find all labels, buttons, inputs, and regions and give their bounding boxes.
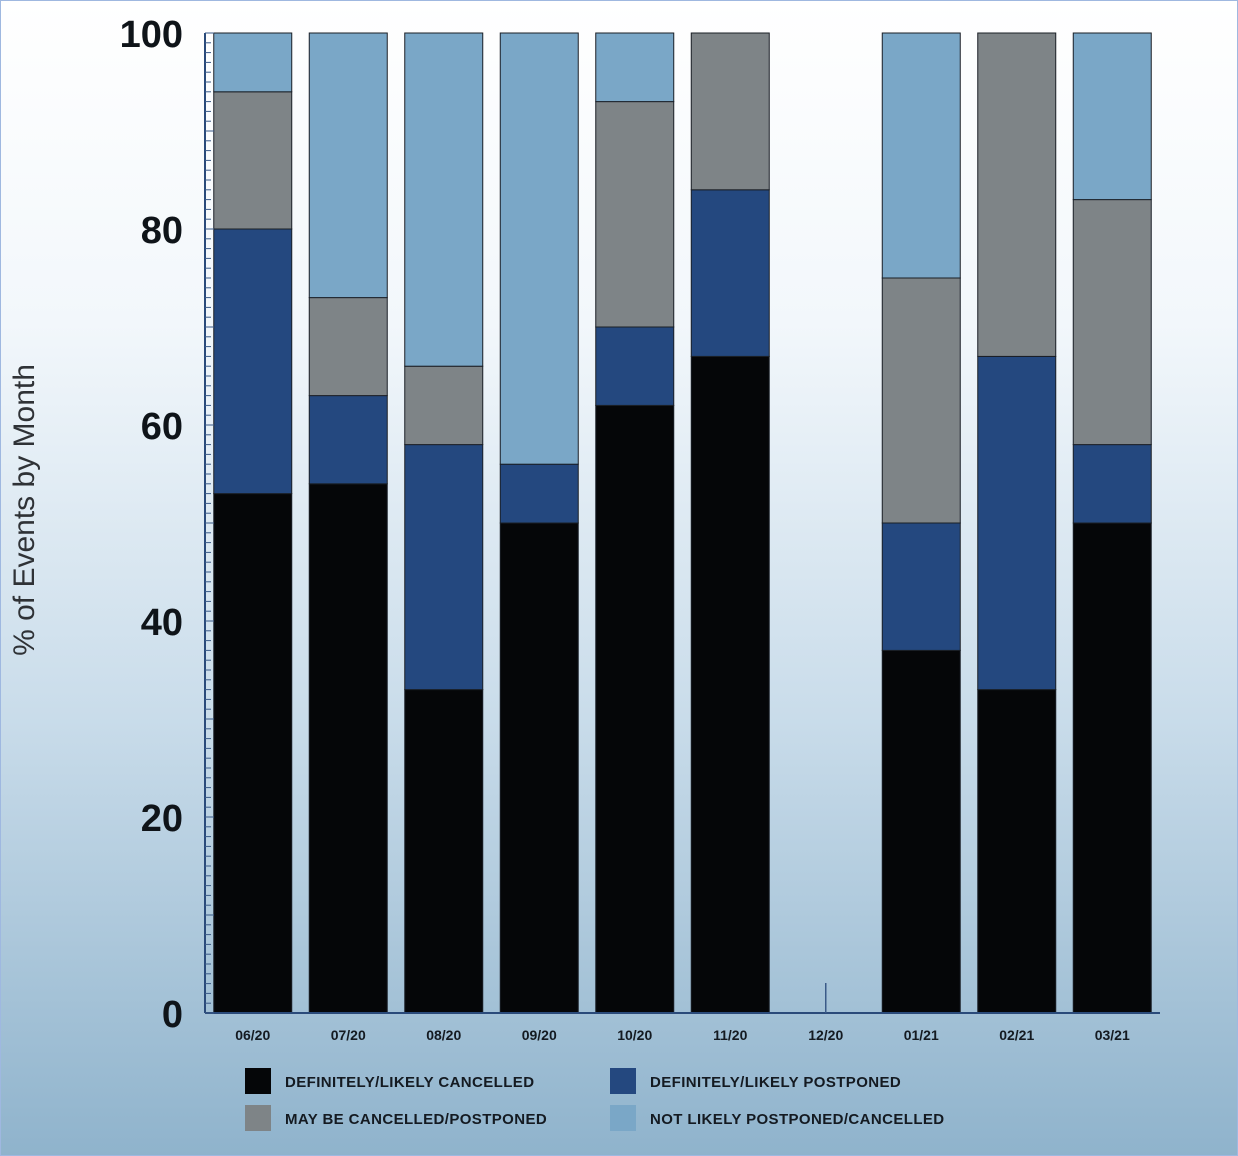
bar-stack-02-21 [977,32,1057,1014]
y-tick-label: 100 [120,14,183,56]
bar-segment-3 [881,277,961,524]
x-tick-label: 12/20 [808,1027,843,1043]
bar-segment-4 [213,32,293,93]
bar-segment-2 [881,522,961,651]
bar-segment-1 [308,483,388,1014]
x-tick-label: 01/21 [904,1027,939,1043]
x-tick-label: 02/21 [999,1027,1034,1043]
legend-item-3: MAY BE CANCELLED/POSTPONED [245,1105,547,1131]
bar-segment-1 [499,522,579,1014]
bar-segment-1 [690,355,770,1014]
legend-item-2: DEFINITELY/LIKELY POSTPONED [610,1068,901,1094]
bar-segment-1 [404,689,484,1014]
bar-segment-2 [404,444,484,691]
y-tick-label: 80 [141,210,183,252]
bar-segment-1 [881,649,961,1014]
y-tick-label: 0 [162,994,183,1036]
legend-label: MAY BE CANCELLED/POSTPONED [285,1111,547,1128]
bar-segment-3 [977,32,1057,357]
bar-segment-1 [977,689,1057,1014]
bar-stack-10-20 [595,32,675,1014]
x-tick-label: 11/20 [713,1027,747,1043]
bar-segment-4 [595,32,675,103]
legend-swatch [610,1105,636,1131]
bar-segment-3 [308,297,388,397]
bar-stack-03-21 [1072,32,1152,1014]
bar-stack-09-20 [499,32,579,1014]
bar-stack-07-20 [308,32,388,1014]
bar-segment-2 [1072,444,1152,524]
bar-segment-3 [690,32,770,191]
bar-segment-2 [499,463,579,524]
bar-stack-11-20 [690,32,770,1014]
legend-item-1: DEFINITELY/LIKELY CANCELLED [245,1068,534,1094]
bar-segment-1 [213,493,293,1014]
bar-stack-01-21 [881,32,961,1014]
x-tick-label: 06/20 [235,1027,270,1043]
legend-label: NOT LIKELY POSTPONED/CANCELLED [650,1111,945,1128]
bar-segment-1 [595,404,675,1014]
legend-label: DEFINITELY/LIKELY POSTPONED [650,1074,901,1091]
y-axis-title: % of Events by Month [8,364,41,656]
bar-segment-4 [881,32,961,279]
x-tick-label: 10/20 [617,1027,652,1043]
x-tick-label: 08/20 [426,1027,461,1043]
x-tick-label: 09/20 [522,1027,557,1043]
bar-stack-08-20 [404,32,484,1014]
x-tick-label: 03/21 [1095,1027,1130,1043]
bar-segment-3 [595,101,675,328]
y-tick-label: 40 [141,602,183,644]
bar-segment-2 [595,326,675,406]
legend-swatch [610,1068,636,1094]
bar-segment-3 [1072,199,1152,446]
bar-segment-4 [499,32,579,465]
bar-segment-2 [690,189,770,357]
y-tick-label: 60 [141,406,183,448]
bar-segment-4 [308,32,388,299]
bar-stack-06-20 [213,32,293,1014]
bar-segment-4 [404,32,484,367]
y-tick-label: 20 [141,798,183,840]
bar-segment-2 [977,355,1057,691]
legend-item-4: NOT LIKELY POSTPONED/CANCELLED [610,1105,945,1131]
bar-segment-1 [1072,522,1152,1014]
bar-segment-4 [1072,32,1152,201]
bar-segment-3 [404,365,484,446]
x-tick-label: 07/20 [331,1027,366,1043]
legend-swatch [245,1105,271,1131]
legend-label: DEFINITELY/LIKELY CANCELLED [285,1074,534,1091]
bar-segment-2 [308,395,388,485]
legend-swatch [245,1068,271,1094]
bar-segment-2 [213,228,293,495]
bar-segment-3 [213,91,293,230]
